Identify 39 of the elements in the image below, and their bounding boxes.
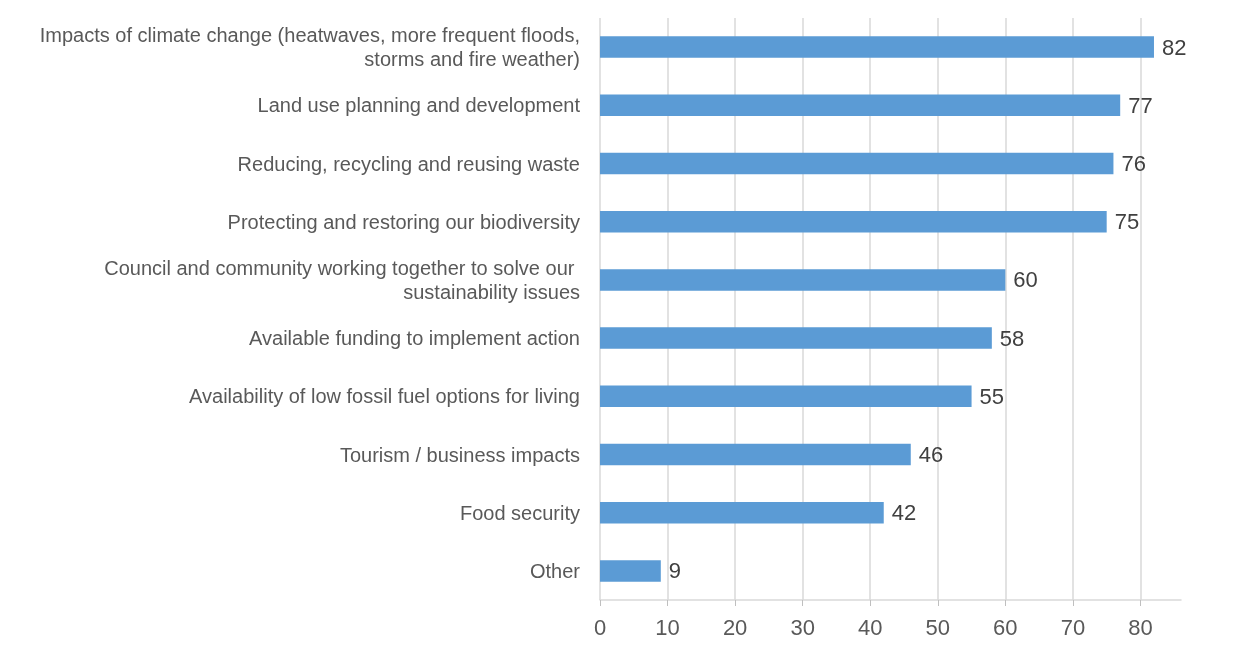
data-label: 46 [918,442,944,467]
x-tick-label: 70 [1060,614,1086,640]
data-label: 76 [1121,151,1146,176]
bar [600,560,661,582]
x-tick-label: 40 [857,614,883,640]
bar [600,327,992,349]
bar [600,36,1154,58]
y-tick-label: Tourism / business impacts [339,443,580,466]
data-label: 82 [1161,34,1187,60]
x-tick-label: 50 [925,614,951,640]
y-tick-label: Other [529,559,581,582]
bar [600,269,1006,291]
y-tick-label: Available funding to implement action [249,327,580,350]
x-tick-label: 10 [655,614,680,640]
bar [600,501,884,524]
y-tick-label: Reducing, recycling and reusing waste [237,152,580,175]
x-tick-label: 0 [593,614,607,640]
y-tick-label: Availability of low fossil fuel options for living [189,385,580,408]
data-label: 77 [1128,92,1153,118]
data-label: 42 [891,500,917,526]
bar [600,210,1107,233]
y-tick-label: Food security [459,501,580,524]
bar [600,94,1121,117]
bar [600,443,911,466]
data-label: 55 [979,383,1005,409]
data-label: 75 [1114,209,1140,235]
x-tick-label: 30 [790,614,815,640]
bar [600,152,1114,175]
x-tick-label: 60 [993,614,1018,640]
data-label: 58 [999,325,1025,351]
y-tick-label: Land use planning and development [257,94,581,117]
y-tick-label: Protecting and restoring our biodiversity [227,210,580,233]
x-tick-label: 20 [722,614,748,640]
y-tick-label: Impacts of climate change (heatwaves, more frequent floods, storms and fire weather) [39,24,580,71]
data-label: 60 [1013,267,1038,293]
x-tick-label: 80 [1128,614,1153,640]
y-tick-label: Council and community working together to solve our sustainability issues [104,256,580,303]
data-label: 9 [668,558,682,584]
bar [600,385,972,408]
